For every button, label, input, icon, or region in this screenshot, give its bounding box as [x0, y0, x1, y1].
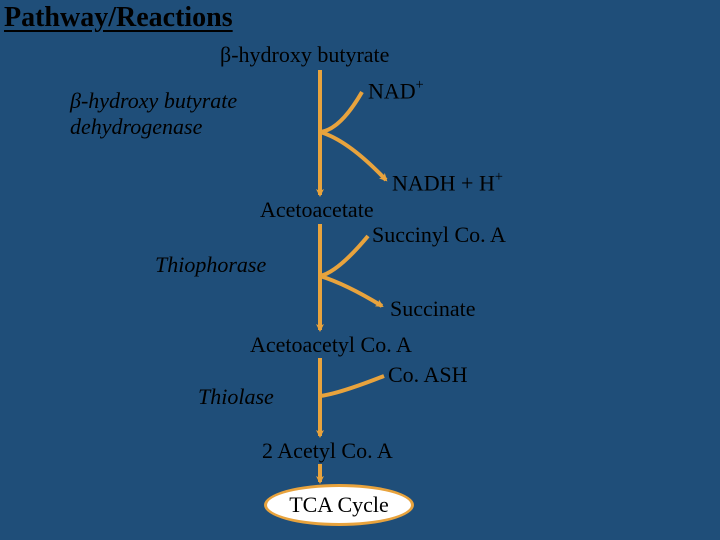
pathway-arrows [0, 0, 720, 540]
curve-coash-in [320, 376, 384, 396]
curve-succinate-out [320, 276, 382, 306]
curve-nadh-out [320, 132, 386, 180]
curve-nad-in [320, 92, 362, 132]
curve-succinylcoa-in [320, 236, 368, 276]
